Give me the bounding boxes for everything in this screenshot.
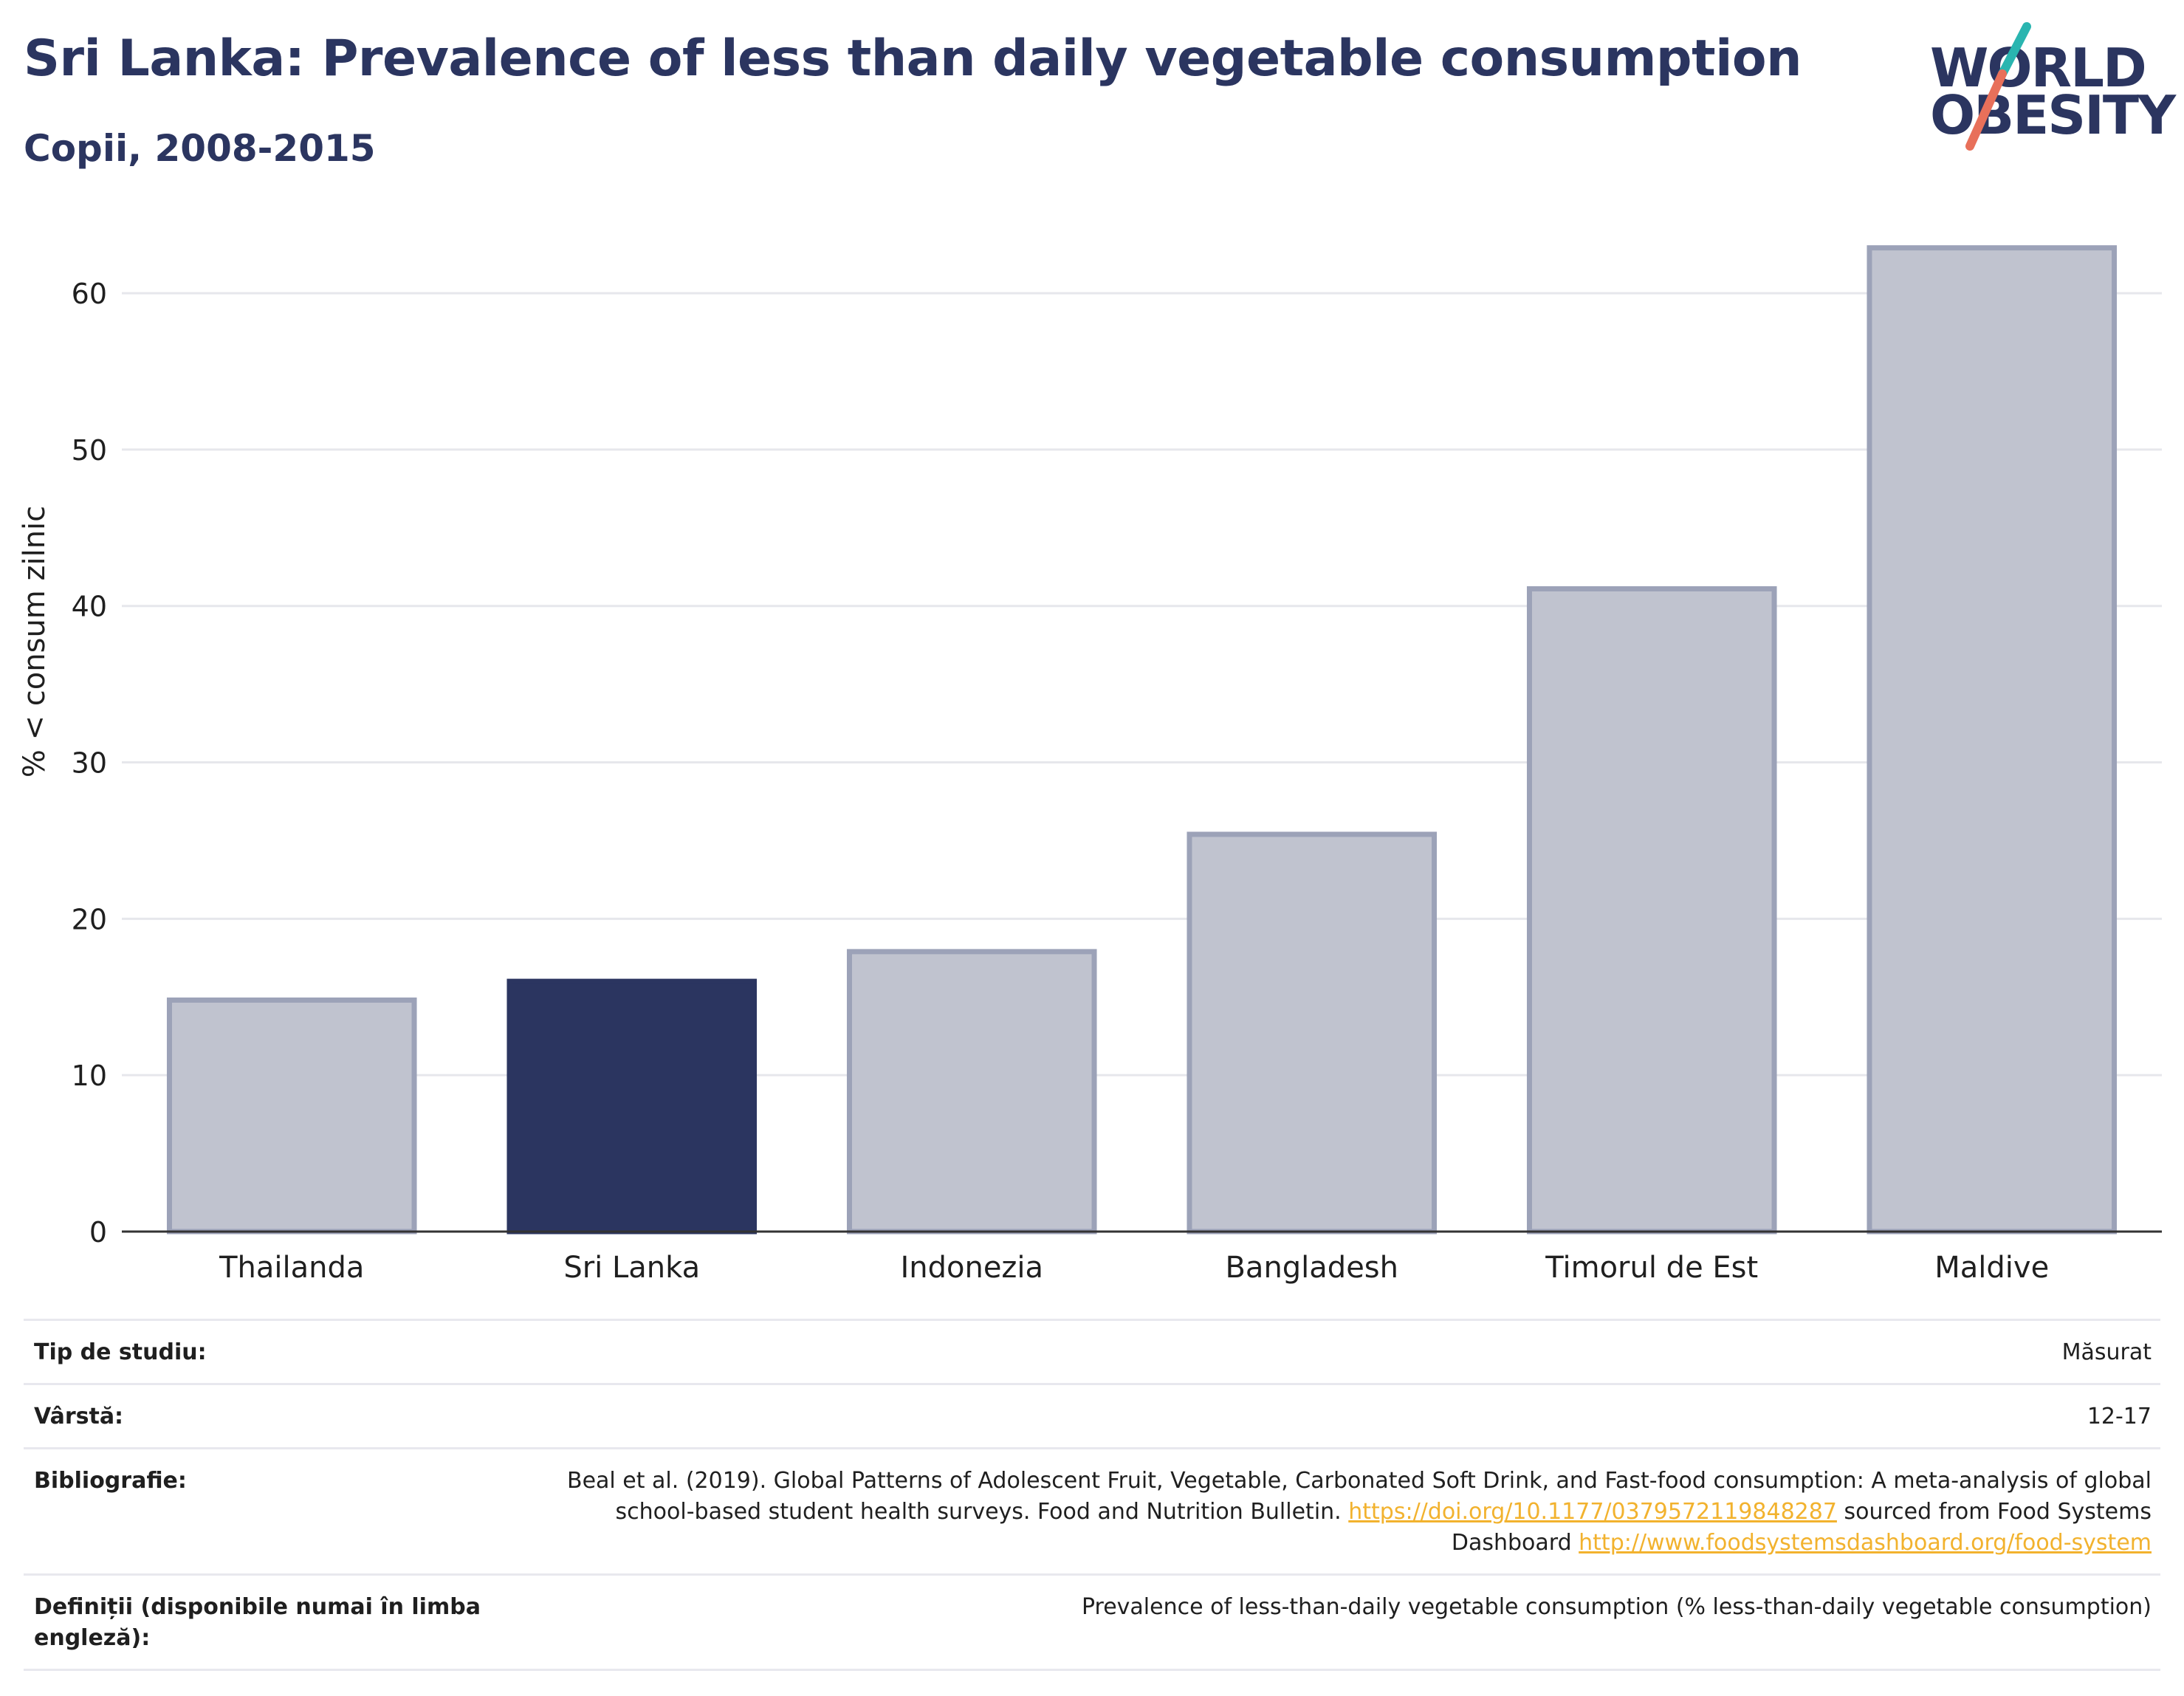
- study-type-value: Măsurat: [2061, 1339, 2152, 1365]
- y-tick-label: 60: [72, 278, 107, 310]
- bar-chart: 0 10 20 30 40 50 60 Thailanda Sri Lanka Indonezia…: [18, 245, 2162, 1285]
- y-tick-label: 50: [72, 434, 107, 467]
- logo-line1: WORLD: [1930, 37, 2147, 99]
- definitions-label: Definiții (disponibile numai în limba en…: [34, 1594, 481, 1651]
- y-tick-label: 30: [72, 747, 107, 780]
- bar-bangladesh[interactable]: [1187, 831, 1438, 1235]
- x-tick-label: Sri Lanka: [563, 1251, 700, 1285]
- doi-link[interactable]: https://doi.org/10.1177/0379572119848287: [1348, 1499, 1837, 1525]
- y-tick-label: 40: [72, 591, 107, 623]
- age-value: 12-17: [2087, 1404, 2152, 1429]
- chart-title: Sri Lanka: Prevalence of less than daily…: [24, 30, 1802, 88]
- bar-maldive[interactable]: [1867, 245, 2118, 1235]
- bar-thailanda[interactable]: [166, 998, 417, 1235]
- study-type-row: Tip de studiu: Măsurat: [24, 1319, 2160, 1383]
- definitions-row: Definiții (disponibile numai în limba en…: [24, 1573, 2160, 1671]
- bibliography-value: Beal et al. (2019). Global Patterns of A…: [557, 1466, 2152, 1559]
- bars: [166, 245, 2118, 1235]
- bibliography-row: Bibliografie: Beal et al. (2019). Global…: [24, 1447, 2160, 1573]
- world-obesity-logo: WORLD OBESITY: [1920, 21, 2176, 161]
- axes: 0 10 20 30 40 50 60 Thailanda Sri Lanka Indonezia…: [72, 278, 2162, 1285]
- bibliography-source-text: sourced from Food Systems Dashboard: [1451, 1499, 2152, 1556]
- chart-subtitle: Copii, 2008-2015: [24, 127, 376, 170]
- food-systems-link[interactable]: http://www.foodsystemsdashboard.org/food…: [1579, 1530, 2152, 1556]
- bar-sri-lanka[interactable]: [506, 978, 758, 1235]
- y-tick-label: 0: [89, 1216, 107, 1249]
- bibliography-label: Bibliografie:: [34, 1468, 187, 1494]
- x-tick-label: Timorul de Est: [1545, 1251, 1758, 1285]
- x-tick-label: Maldive: [1934, 1251, 2049, 1285]
- definitions-value: Prevalence of less-than-daily vegetable …: [1081, 1594, 2152, 1620]
- bar-timorul-de-est[interactable]: [1526, 586, 1777, 1235]
- logo-slash-icon: [1965, 22, 2031, 151]
- x-tick-label: Indonezia: [900, 1251, 1043, 1285]
- y-tick-label: 20: [72, 903, 107, 935]
- y-tick-label: 10: [72, 1060, 107, 1092]
- study-type-label: Tip de studiu:: [34, 1339, 207, 1365]
- info-table: Tip de studiu: Măsurat Vârstă: 12-17 Bib…: [24, 1319, 2160, 1671]
- x-tick-label: Bangladesh: [1225, 1251, 1398, 1285]
- bibliography-text: Beal et al. (2019). Global Patterns of A…: [566, 1468, 2152, 1525]
- y-axis-label: % < consum zilnic: [18, 506, 52, 777]
- grid-lines: [122, 292, 2162, 1077]
- x-tick-label: Thailanda: [219, 1251, 364, 1285]
- bar-indonezia[interactable]: [846, 949, 1097, 1235]
- age-row: Vârstă: 12-17: [24, 1383, 2160, 1447]
- age-label: Vârstă:: [34, 1404, 124, 1429]
